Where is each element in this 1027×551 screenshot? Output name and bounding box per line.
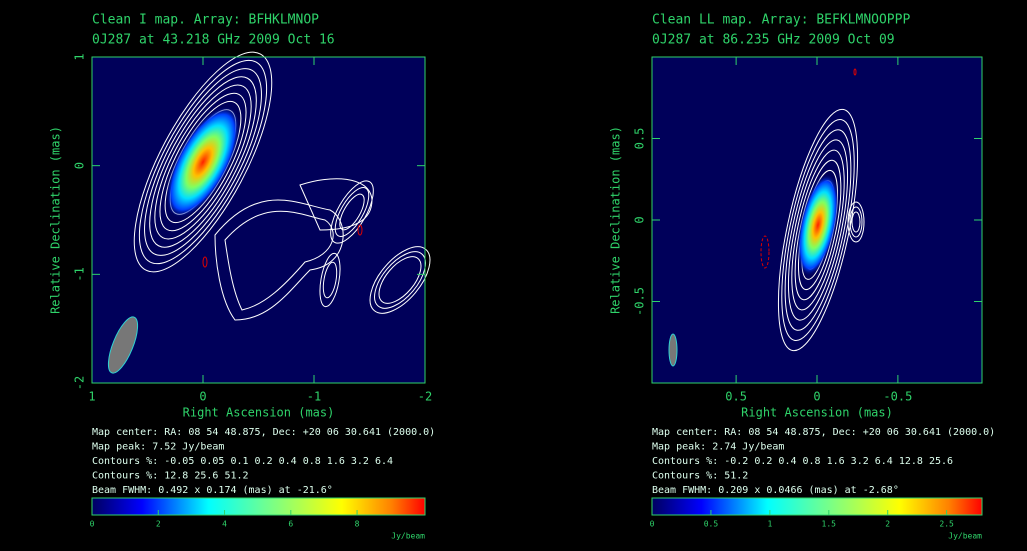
y-axis-label: Relative Declination (mas) (49, 126, 63, 314)
map-subtitle: 0J287 at 86.235 GHz 2009 Oct 09 (652, 33, 895, 48)
x-axis-label: Right Ascension (mas) (741, 406, 893, 420)
colorbar (652, 498, 982, 515)
y-tick-label: 0 (73, 162, 87, 169)
x-tick-label: -1 (307, 390, 321, 404)
colorbar-label: Jy/beam (948, 532, 982, 541)
map-subtitle: 0J287 at 43.218 GHz 2009 Oct 16 (92, 33, 335, 48)
map-title: Clean I map. Array: BFHKLMNOP (92, 13, 319, 28)
x-tick-label: 1 (88, 390, 95, 404)
info-line: Beam FWHM: 0.209 x 0.0466 (mas) at -2.68… (652, 485, 899, 496)
colorbar (92, 498, 425, 515)
y-tick-label: -0.5 (633, 287, 647, 316)
colorbar-tick-label: 2.5 (939, 520, 954, 529)
info-line: Contours %: -0.05 0.05 0.1 0.2 0.4 0.8 1… (92, 456, 393, 467)
y-tick-label: 0.5 (633, 128, 647, 150)
info-line: Map peak: 7.52 Jy/beam (92, 442, 224, 453)
x-tick-label: 0.5 (725, 390, 747, 404)
colorbar-tick-label: 1.5 (822, 520, 837, 529)
colorbar-tick-label: 1 (767, 520, 772, 529)
y-axis-label: Relative Declination (mas) (609, 126, 623, 314)
x-tick-label: -0.5 (883, 390, 912, 404)
y-tick-label: 1 (73, 53, 87, 60)
screen: Clean I map. Array: BFHKLMNOP 0J287 at 43… (0, 0, 1027, 551)
colorbar-tick-label: 2 (885, 520, 890, 529)
x-tick-label: 0 (813, 390, 820, 404)
info-line: Contours %: -0.2 0.2 0.4 0.8 1.6 3.2 6.4… (652, 456, 953, 467)
info-line: Map peak: 2.74 Jy/beam (652, 442, 784, 453)
colorbar-tick-label: 6 (288, 520, 293, 529)
info-line: Beam FWHM: 0.492 x 0.174 (mas) at -21.6° (92, 485, 333, 496)
info-line: Map center: RA: 08 54 48.875, Dec: +20 0… (652, 427, 995, 438)
info-line: Contours %: 12.8 25.6 51.2 (92, 471, 249, 482)
colorbar-tick-label: 4 (222, 520, 227, 529)
colorbar-tick-label: 8 (355, 520, 360, 529)
colorbar-tick-label: 0 (650, 520, 655, 529)
y-tick-label: -1 (73, 267, 87, 281)
x-tick-label: 0 (199, 390, 206, 404)
y-tick-label: 0 (633, 216, 647, 223)
x-tick-label: -2 (418, 390, 432, 404)
info-line: Contours %: 51.2 (652, 471, 748, 482)
y-tick-label: -2 (73, 376, 87, 390)
info-line: Map center: RA: 08 54 48.875, Dec: +20 0… (92, 427, 435, 438)
colorbar-tick-label: 2 (156, 520, 161, 529)
map-title: Clean LL map. Array: BEFKLMNOOPPP (652, 13, 910, 28)
map-area (92, 57, 425, 383)
x-axis-label: Right Ascension (mas) (183, 406, 335, 420)
beam (669, 334, 677, 366)
colorbar-label: Jy/beam (391, 532, 425, 541)
colorbar-tick-label: 0.5 (704, 520, 719, 529)
colorbar-tick-label: 0 (90, 520, 95, 529)
